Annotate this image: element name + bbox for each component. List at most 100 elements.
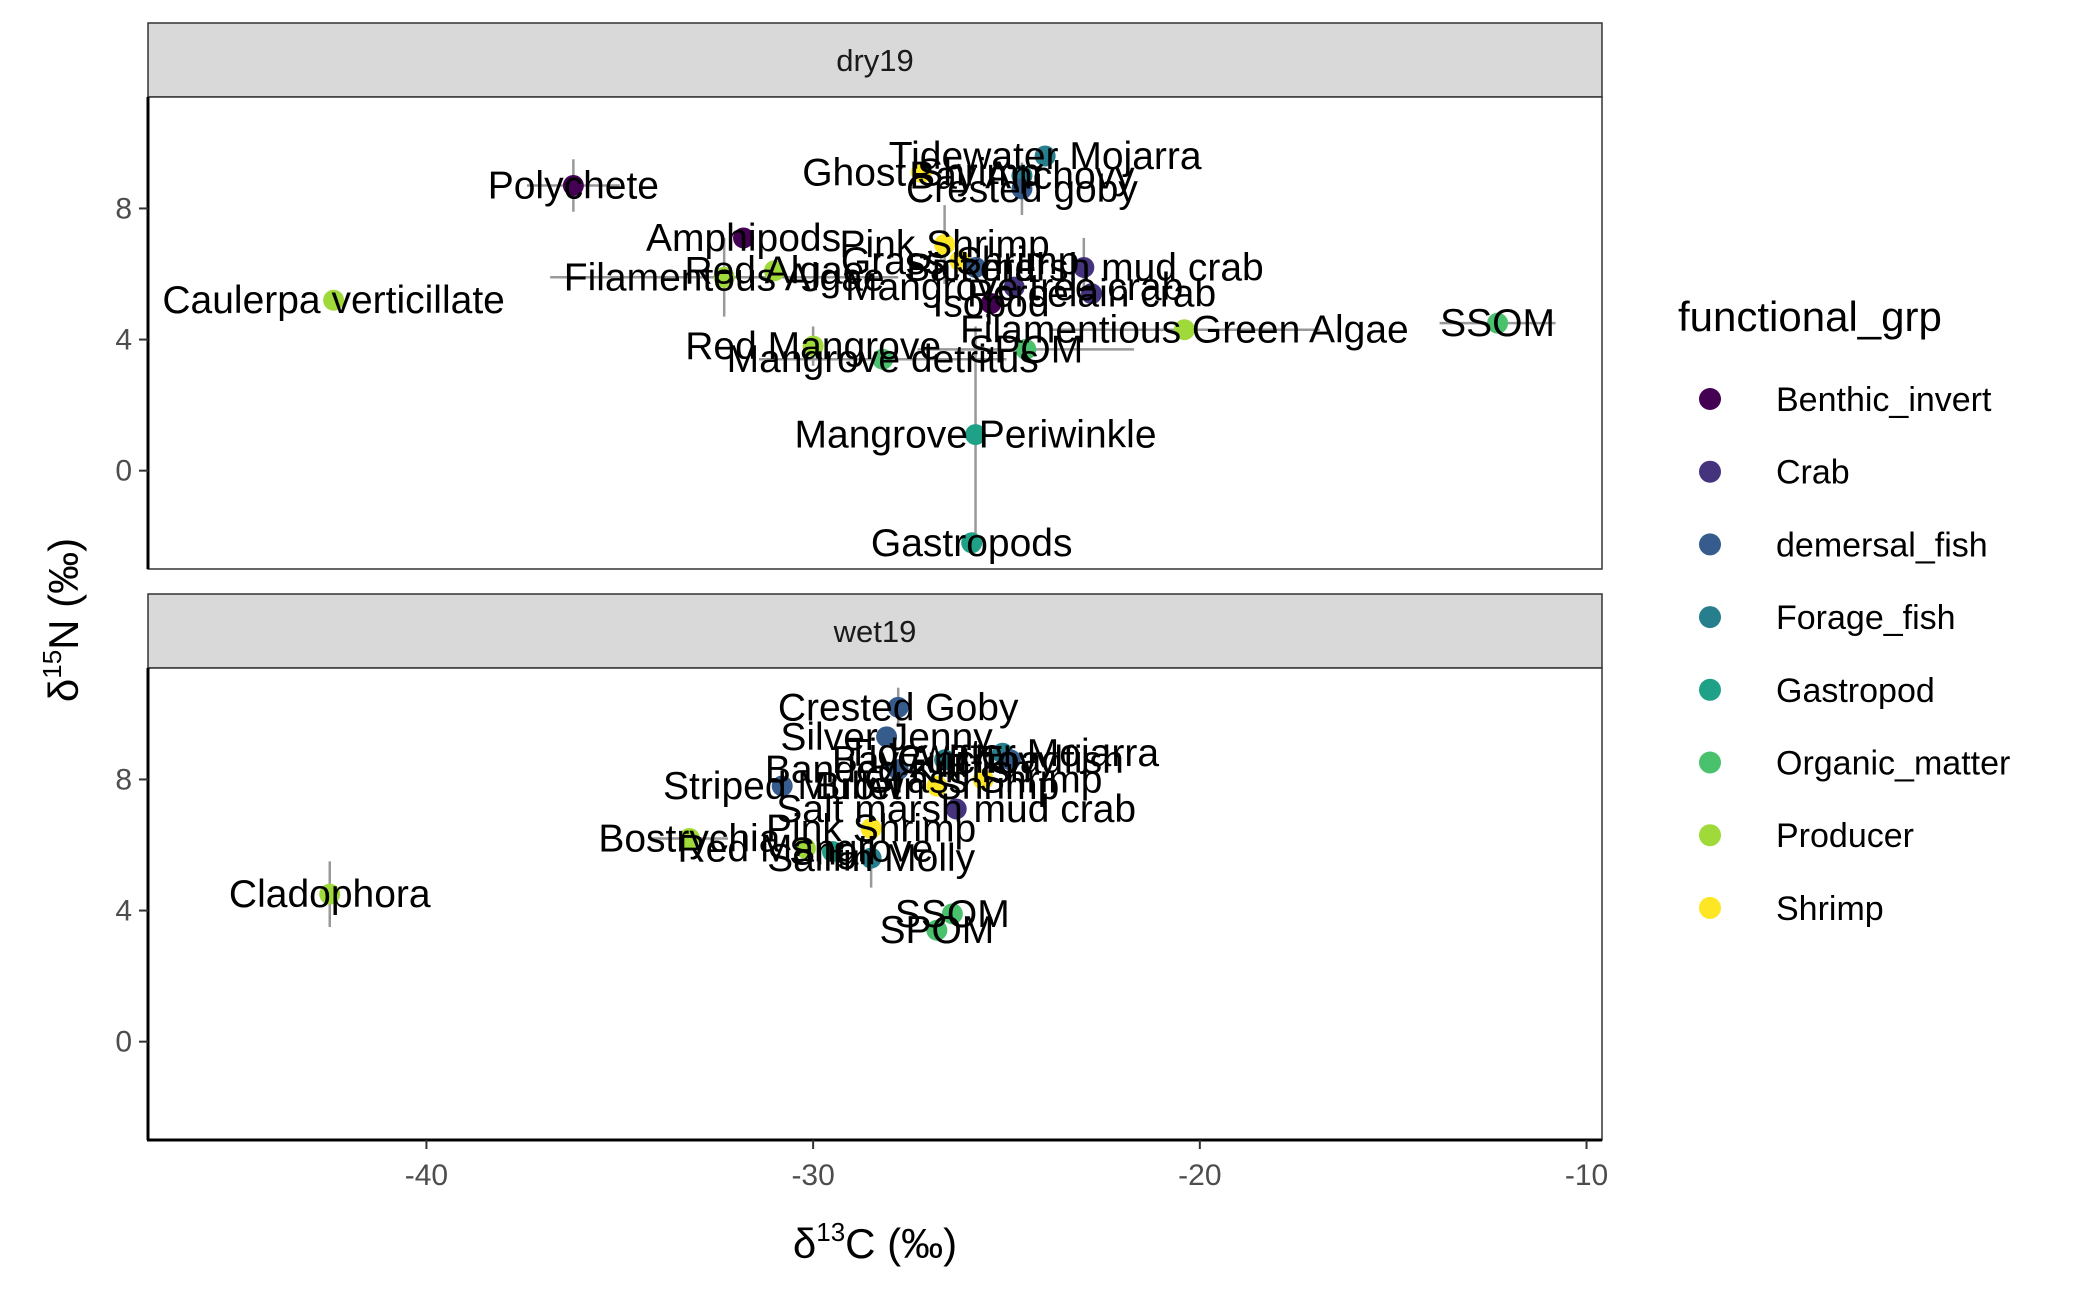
- legend-key: [1699, 896, 1721, 919]
- point-label: Porcelain crab: [967, 273, 1216, 316]
- point-label: Filamentous Algae: [564, 256, 885, 299]
- point-label: Polychete: [488, 165, 659, 208]
- legend-key: [1699, 533, 1721, 556]
- x-tick-label: -10: [1565, 1159, 1608, 1192]
- data-point: [926, 919, 948, 941]
- points: [323, 145, 1509, 554]
- point-label: Pickerel: [906, 246, 1045, 289]
- point-label: Bay Anchovy: [909, 155, 1135, 198]
- point-label: Snail: [789, 831, 876, 874]
- x-tick-label: -30: [791, 1159, 834, 1192]
- y-tick-label: 0: [115, 455, 132, 488]
- y-tick-label: 8: [115, 763, 132, 796]
- legend-label: Benthic_invert: [1776, 381, 1992, 419]
- data-point: [965, 424, 987, 446]
- legend-key: [1699, 751, 1721, 774]
- y-tick-label: 0: [115, 1026, 132, 1059]
- point-label: SPOM: [879, 909, 994, 952]
- data-point: [1081, 283, 1103, 305]
- point-label: Mangrove detritus: [727, 338, 1039, 381]
- point-label: Pink Shrimp: [839, 224, 1049, 267]
- point-label: Silver Jenny: [780, 716, 993, 759]
- data-point: [678, 827, 700, 849]
- point-label: Bostrychia: [598, 817, 780, 860]
- point-label: Red Mangrove: [677, 827, 933, 870]
- data-point: [323, 289, 345, 311]
- y-tick-label: 8: [115, 192, 132, 225]
- panel-marks: Polychete Amphipods Caulerpa verticillate F…: [162, 135, 1556, 565]
- data-point: [771, 775, 793, 797]
- data-point: [860, 847, 882, 869]
- point-label: SSOM: [1440, 302, 1555, 345]
- data-point: [1011, 178, 1033, 200]
- point-label: Ghost Shrimp: [802, 151, 1040, 194]
- points: [319, 696, 1021, 941]
- legend-key: [1699, 606, 1721, 629]
- point-label: Gulf Toadfish: [897, 739, 1124, 782]
- data-point: [887, 759, 909, 781]
- point-label: Gastropods: [871, 522, 1073, 565]
- y-tick-label: 4: [115, 895, 132, 928]
- point-label: Grass Shrimp: [864, 758, 1102, 801]
- point-label: Red Mangrove: [685, 325, 941, 368]
- data-point: [910, 161, 932, 183]
- point-label: Red Algae: [684, 250, 864, 293]
- data-point: [872, 348, 894, 370]
- point-label: Salt marsh mud crab: [904, 246, 1264, 289]
- data-point: [926, 775, 948, 797]
- panel-border: [147, 667, 1603, 1141]
- point-label: Mangrove tree crab: [845, 266, 1183, 309]
- point-label: Mangrove Periwinkle: [795, 414, 1157, 457]
- panel-border: [147, 96, 1603, 570]
- legend: functional_grp Benthic_invert Crab demersa…: [1678, 293, 2010, 928]
- data-point: [965, 256, 987, 278]
- y-axis-title: δ15N (‰): [37, 538, 87, 702]
- data-point: [733, 227, 755, 249]
- legend-items: Benthic_invert Crab demersal_fish Forage_fi…: [1699, 381, 2010, 928]
- legend-label: demersal_fish: [1776, 526, 1988, 564]
- data-point: [794, 837, 816, 859]
- x-tick-label: -20: [1178, 1159, 1221, 1192]
- legend-key: [1699, 824, 1721, 847]
- point-label: Brown Shrimp: [814, 765, 1059, 808]
- x-axis-title: δ13C (‰): [793, 1217, 957, 1267]
- point-label: Bay Anchovy: [832, 739, 1058, 782]
- data-point: [860, 818, 882, 840]
- data-point: [821, 841, 843, 863]
- point-labels: Polychete Amphipods Caulerpa verticillate F…: [162, 135, 1555, 565]
- point-label: Filamentious Green Algae: [960, 309, 1409, 352]
- data-point: [319, 883, 341, 905]
- legend-label: Organic_matter: [1776, 745, 2010, 783]
- point-label: SSOM: [895, 893, 1010, 936]
- data-point: [945, 798, 967, 820]
- data-point: [972, 768, 994, 790]
- point-label: Banded Killifish: [765, 749, 1032, 792]
- point-label: Caulerpa verticillate: [162, 279, 505, 322]
- legend-label: Forage_fish: [1776, 599, 1956, 637]
- legend-title: functional_grp: [1678, 293, 1942, 340]
- data-point: [961, 532, 983, 554]
- facet-strip: [147, 593, 1603, 669]
- facet-strip-label: dry19: [836, 43, 914, 78]
- data-point: [1015, 338, 1037, 360]
- legend-label: Producer: [1776, 817, 1914, 855]
- point-label: Sailfin Molly: [767, 837, 976, 880]
- facet-panel-dry19: dry19 Polychete Amphipods Caulerpa vertici…: [147, 22, 1603, 570]
- data-point: [713, 266, 735, 288]
- data-point: [999, 749, 1021, 771]
- legend-label: Shrimp: [1776, 890, 1884, 928]
- data-point: [1487, 312, 1509, 334]
- point-label: Pink Shrimp: [766, 808, 976, 851]
- axes: 0 4 8 0 4 8 -40 -30 -20 -10: [115, 97, 1608, 1192]
- data-point: [562, 175, 584, 196]
- point-label: Crested goby: [906, 168, 1138, 211]
- legend-label: Gastropod: [1776, 672, 1935, 710]
- data-point: [1003, 276, 1025, 298]
- data-point: [1173, 319, 1195, 341]
- point-label: Tidewater Mojarra: [846, 732, 1159, 775]
- point-label: Isopod: [932, 283, 1049, 326]
